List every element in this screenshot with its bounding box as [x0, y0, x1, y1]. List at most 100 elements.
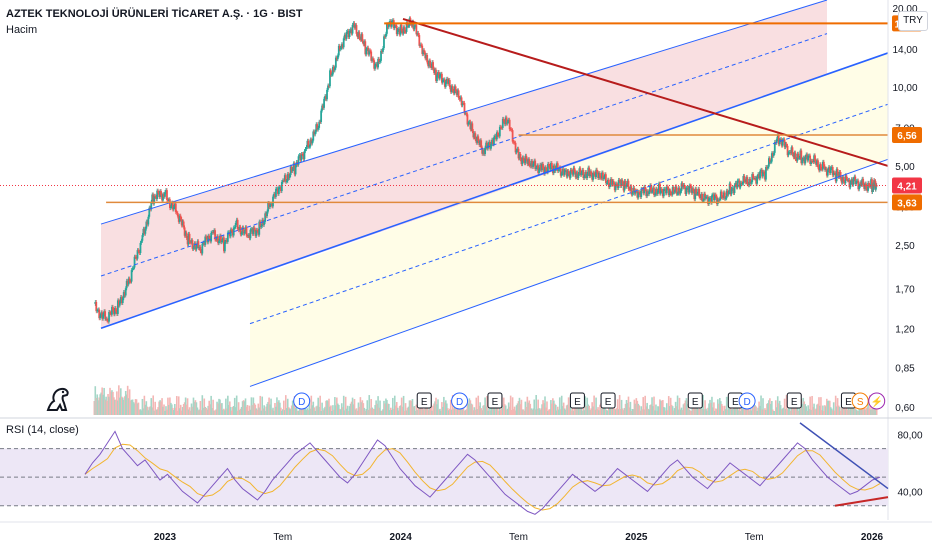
price-candle-body — [112, 306, 114, 311]
price-candle-body — [356, 33, 359, 38]
price-candle-body — [171, 202, 174, 210]
volume-bar — [112, 391, 114, 415]
price-candle-body — [860, 182, 863, 185]
volume-bar — [162, 406, 164, 415]
price-candle-body — [730, 189, 733, 195]
price-candle-body — [244, 227, 247, 232]
price-candle-body — [545, 167, 547, 170]
volume-bar — [855, 409, 858, 415]
volume-bar — [776, 396, 779, 415]
price-candle-body — [385, 33, 387, 37]
volume-bar — [649, 405, 651, 415]
volume-bar — [260, 410, 263, 415]
price-candle-body — [261, 219, 264, 226]
volume-bar — [313, 407, 316, 415]
price-candle-body — [417, 32, 420, 36]
price-candle-body — [675, 186, 678, 194]
volume-bar — [632, 409, 635, 415]
volume-bar — [253, 403, 256, 415]
price-candle-body — [486, 142, 488, 149]
volume-bar — [228, 405, 230, 415]
volume-bar — [580, 407, 583, 415]
volume-bar — [193, 401, 196, 415]
volume-bar — [346, 405, 349, 415]
volume-bar — [414, 410, 417, 415]
price-candle-body — [439, 74, 441, 79]
volume-bar — [210, 395, 212, 415]
price-candle-body — [528, 159, 531, 166]
volume-bar — [221, 403, 223, 415]
price-candle-body — [94, 301, 97, 304]
price-candle-body — [485, 142, 487, 148]
volume-bar — [461, 407, 464, 415]
volume-bar — [306, 408, 309, 415]
price-candle-body — [225, 239, 228, 242]
price-candle-body — [422, 50, 425, 55]
price-candle-body — [627, 180, 630, 189]
price-candle-body — [830, 166, 833, 169]
price-candle-body — [178, 215, 181, 222]
price-candle-body — [795, 159, 798, 161]
volume-bar — [713, 402, 715, 415]
volume-bar — [631, 408, 634, 415]
price-candle-body — [695, 188, 698, 194]
volume-bar — [681, 410, 684, 415]
price-candle-body — [321, 105, 324, 111]
volume-bar — [281, 410, 283, 415]
volume-bar — [134, 399, 137, 415]
volume-bar — [303, 403, 306, 415]
volume-bar — [769, 398, 771, 415]
volume-bar — [678, 397, 681, 415]
volume-bar — [624, 403, 627, 415]
drawing-lines — [0, 0, 889, 387]
currency-button[interactable]: TRY — [898, 11, 928, 31]
price-candle-body — [143, 228, 146, 234]
volume-bar — [409, 400, 412, 415]
volume-bar — [732, 404, 735, 415]
price-candle-body — [425, 55, 428, 59]
volume-bar — [471, 404, 474, 415]
price-candle-body — [654, 194, 656, 196]
price-candle-body — [339, 47, 342, 50]
price-candle-body — [397, 28, 400, 30]
event-marker-label: E — [692, 397, 699, 408]
volume-bar — [158, 401, 160, 415]
event-marker-label: D — [456, 397, 463, 408]
price-candle-body — [547, 163, 549, 173]
volume-bar — [201, 395, 204, 415]
volume-bar — [775, 407, 778, 415]
price-candle-body — [136, 250, 139, 259]
volume-bar — [731, 409, 734, 415]
volume-bar — [207, 405, 210, 415]
volume-bar — [450, 409, 453, 415]
price-series — [94, 16, 878, 324]
price-badge — [892, 177, 922, 194]
price-candle-body — [238, 226, 241, 231]
volume-bar — [782, 407, 785, 415]
volume-bar — [638, 405, 641, 415]
price-candle-body — [854, 176, 857, 184]
price-candle-body — [837, 173, 840, 178]
volume-bar — [410, 401, 413, 415]
price-candle-body — [850, 179, 853, 183]
volume-bar — [275, 406, 277, 415]
volume-bar — [517, 401, 520, 415]
volume-bar — [157, 407, 159, 415]
volume-bar — [641, 409, 644, 415]
price-candle-body — [495, 132, 498, 140]
volume-bar — [705, 408, 707, 415]
price-candle-body — [642, 188, 645, 194]
volume-bar — [605, 409, 607, 415]
price-candle-body — [138, 251, 141, 253]
event-markers[interactable]: D E D E E E E E D E E S ⚡ — [293, 392, 886, 410]
price-candle-body — [118, 301, 121, 306]
price-candle-body — [160, 191, 162, 196]
price-candle-body — [430, 65, 433, 68]
price-candle-body — [677, 188, 680, 194]
price-candle-body — [599, 173, 601, 178]
price-badge — [892, 127, 922, 144]
price-candle-body — [454, 86, 457, 92]
price-candle-body — [199, 246, 202, 252]
price-candle-body — [331, 74, 333, 76]
